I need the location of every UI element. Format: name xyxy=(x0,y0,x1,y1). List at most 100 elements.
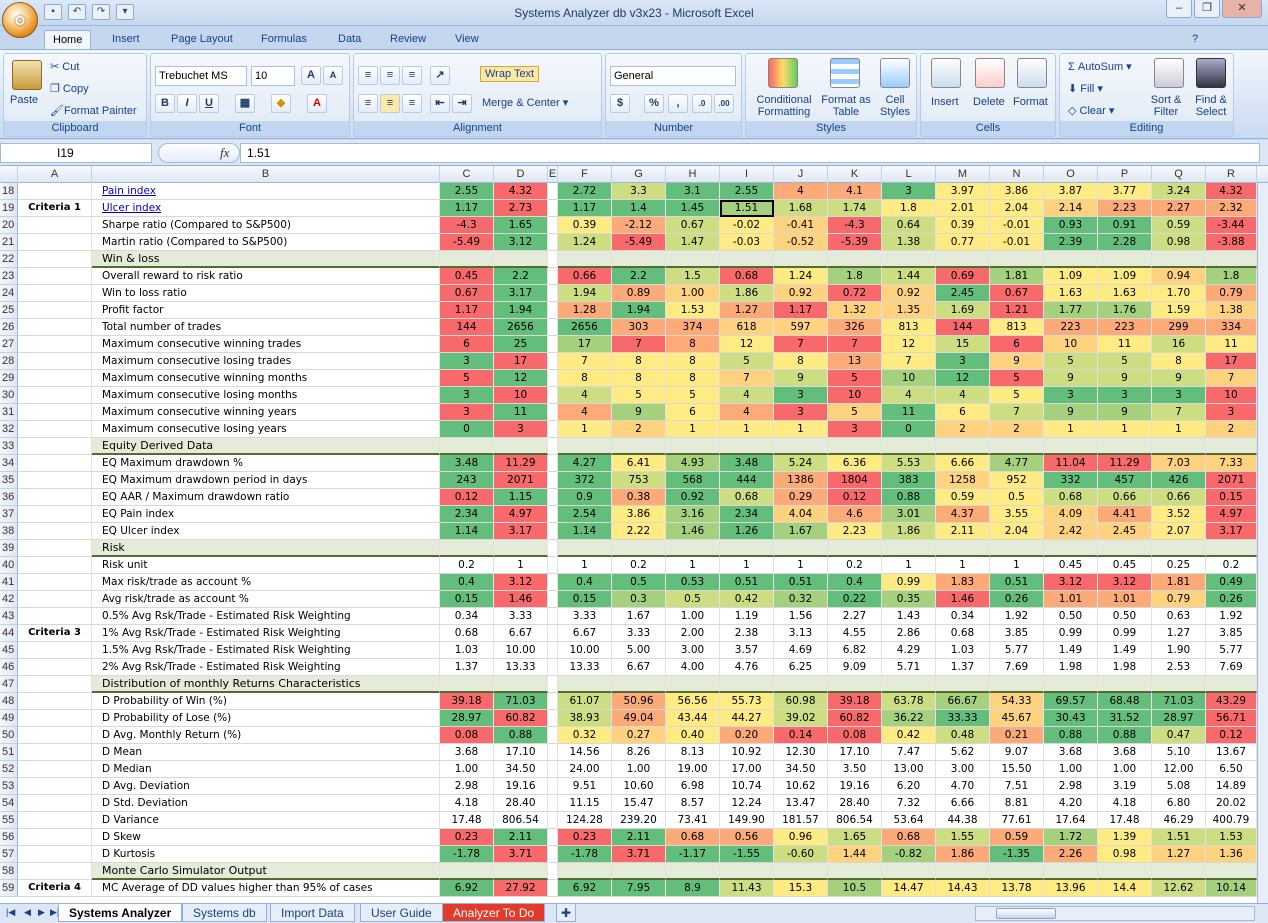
criteria-cell[interactable]: Criteria 1 xyxy=(18,200,92,217)
value-cell-m[interactable]: 5.62 xyxy=(936,744,990,761)
tab-review[interactable]: Review xyxy=(390,33,427,45)
value-cell-m[interactable]: 1.83 xyxy=(936,574,990,591)
value-cell-k[interactable]: 2.23 xyxy=(828,523,882,540)
value-cell-p[interactable]: 0.99 xyxy=(1098,625,1152,642)
value-cell-d[interactable]: 34.50 xyxy=(494,761,548,778)
value-cell-k[interactable]: 1.32 xyxy=(828,302,882,319)
value-cell-f[interactable]: 3.33 xyxy=(558,608,612,625)
value-cell-i[interactable]: 44.27 xyxy=(720,710,774,727)
value-cell-f[interactable]: 10.00 xyxy=(558,642,612,659)
metric-cell[interactable]: Maximum consecutive winning months xyxy=(92,370,440,387)
value-cell-l[interactable]: 53.64 xyxy=(882,812,936,829)
value-cell-f[interactable]: 61.07 xyxy=(558,693,612,710)
value-cell-l[interactable]: 813 xyxy=(882,319,936,336)
value-cell-q[interactable]: 71.03 xyxy=(1152,693,1206,710)
value-cell-j[interactable]: 10.62 xyxy=(774,778,828,795)
value-cell-g[interactable] xyxy=(612,863,666,880)
criteria-cell[interactable]: Criteria 3 xyxy=(18,625,92,642)
value-cell-g[interactable] xyxy=(612,438,666,455)
metric-cell[interactable]: Overall reward to risk ratio xyxy=(92,268,440,285)
value-cell-l[interactable]: -0.82 xyxy=(882,846,936,863)
row-header[interactable]: 39 xyxy=(0,540,18,557)
value-cell-d[interactable]: 3.17 xyxy=(494,523,548,540)
value-cell-p[interactable]: 3.77 xyxy=(1098,183,1152,200)
value-cell-l[interactable]: 1.8 xyxy=(882,200,936,217)
value-cell-g[interactable]: 1.4 xyxy=(612,200,666,217)
value-cell-p[interactable]: 11 xyxy=(1098,336,1152,353)
value-cell-q[interactable]: 2.07 xyxy=(1152,523,1206,540)
value-cell-i[interactable]: 11.43 xyxy=(720,880,774,897)
metric-cell[interactable]: EQ Pain index xyxy=(92,506,440,523)
value-cell-k[interactable]: -5.39 xyxy=(828,234,882,251)
value-cell-q[interactable] xyxy=(1152,540,1206,557)
row-header[interactable]: 52 xyxy=(0,761,18,778)
value-cell-l[interactable]: 7 xyxy=(882,353,936,370)
value-cell-p[interactable]: 1.63 xyxy=(1098,285,1152,302)
value-cell-m[interactable]: 1.46 xyxy=(936,591,990,608)
value-cell-h[interactable] xyxy=(666,540,720,557)
value-cell-p[interactable]: 5 xyxy=(1098,353,1152,370)
value-cell-f[interactable]: 4.27 xyxy=(558,455,612,472)
column-header-m[interactable]: M xyxy=(936,166,990,183)
value-cell-q[interactable]: 1.90 xyxy=(1152,642,1206,659)
metric-cell[interactable]: EQ Maximum drawdown period in days xyxy=(92,472,440,489)
value-cell-m[interactable] xyxy=(936,540,990,557)
value-cell-p[interactable] xyxy=(1098,863,1152,880)
value-cell-j[interactable]: 181.57 xyxy=(774,812,828,829)
value-cell-n[interactable]: 5.77 xyxy=(990,642,1044,659)
value-cell-p[interactable]: 1.09 xyxy=(1098,268,1152,285)
value-cell-l[interactable]: 0 xyxy=(882,421,936,438)
value-cell-q[interactable]: 46.29 xyxy=(1152,812,1206,829)
value-cell-r[interactable]: 2.32 xyxy=(1206,200,1257,217)
value-cell-i[interactable]: 618 xyxy=(720,319,774,336)
value-cell-o[interactable]: 1.49 xyxy=(1044,642,1098,659)
gap-cell[interactable] xyxy=(548,693,558,710)
value-cell-q[interactable]: 6.80 xyxy=(1152,795,1206,812)
value-cell-q[interactable]: 1.51 xyxy=(1152,829,1206,846)
value-cell-g[interactable]: 1.00 xyxy=(612,761,666,778)
value-cell-q[interactable]: 3 xyxy=(1152,387,1206,404)
row-header[interactable]: 49 xyxy=(0,710,18,727)
bold-button[interactable]: B xyxy=(155,94,175,113)
value-cell-p[interactable]: 9 xyxy=(1098,404,1152,421)
criteria-cell[interactable] xyxy=(18,795,92,812)
value-cell-f[interactable]: 1 xyxy=(558,421,612,438)
value-cell-k[interactable]: 4.6 xyxy=(828,506,882,523)
row-header[interactable]: 27 xyxy=(0,336,18,353)
value-cell-o[interactable]: 5 xyxy=(1044,353,1098,370)
value-cell-m[interactable]: 6 xyxy=(936,404,990,421)
value-cell-n[interactable]: 7.69 xyxy=(990,659,1044,676)
metric-cell[interactable]: Maximum consecutive losing years xyxy=(92,421,440,438)
value-cell-n[interactable]: 1 xyxy=(990,557,1044,574)
format-cells-icon[interactable] xyxy=(1017,58,1047,88)
gap-cell[interactable] xyxy=(548,183,558,200)
sheet-tab-analyzer-to-do[interactable]: Analyzer To Do xyxy=(442,904,546,922)
value-cell-d[interactable]: 17 xyxy=(494,353,548,370)
value-cell-m[interactable]: 0.34 xyxy=(936,608,990,625)
value-cell-o[interactable] xyxy=(1044,540,1098,557)
metric-cell[interactable]: Sharpe ratio (Compared to S&P500) xyxy=(92,217,440,234)
criteria-cell[interactable] xyxy=(18,540,92,557)
value-cell-d[interactable]: 2.11 xyxy=(494,829,548,846)
value-cell-q[interactable]: 3.24 xyxy=(1152,183,1206,200)
value-cell-c[interactable]: 39.18 xyxy=(440,693,494,710)
value-cell-c[interactable]: 1.14 xyxy=(440,523,494,540)
value-cell-n[interactable]: 4.77 xyxy=(990,455,1044,472)
value-cell-g[interactable]: 49.04 xyxy=(612,710,666,727)
value-cell-g[interactable]: 0.5 xyxy=(612,574,666,591)
criteria-cell[interactable] xyxy=(18,319,92,336)
value-cell-d[interactable]: 28.40 xyxy=(494,795,548,812)
row-header[interactable]: 34 xyxy=(0,455,18,472)
value-cell-k[interactable]: 1.74 xyxy=(828,200,882,217)
value-cell-m[interactable]: 6.66 xyxy=(936,455,990,472)
conditional-formatting-icon[interactable] xyxy=(768,58,798,88)
value-cell-i[interactable]: 0.51 xyxy=(720,574,774,591)
gap-cell[interactable] xyxy=(548,523,558,540)
value-cell-c[interactable] xyxy=(440,438,494,455)
value-cell-p[interactable] xyxy=(1098,676,1152,693)
value-cell-d[interactable] xyxy=(494,863,548,880)
value-cell-r[interactable]: 10.14 xyxy=(1206,880,1257,897)
gap-cell[interactable] xyxy=(548,353,558,370)
insert-button[interactable]: Insert xyxy=(931,96,959,108)
value-cell-r[interactable]: 6.50 xyxy=(1206,761,1257,778)
